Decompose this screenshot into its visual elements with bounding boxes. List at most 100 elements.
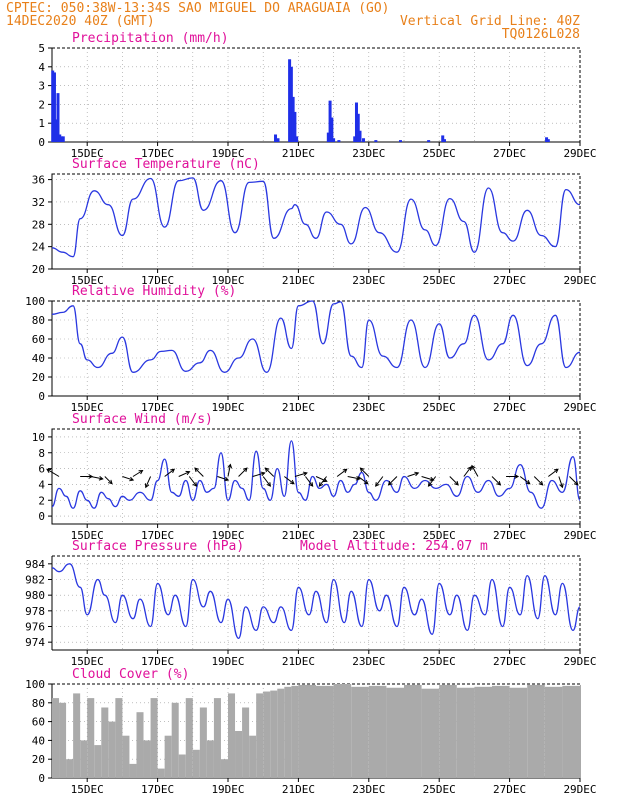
precip-bar [293, 111, 297, 142]
cloud-bar [263, 691, 271, 778]
x-tick-label: 19DEC [211, 147, 244, 160]
y-tick-label: 40 [32, 734, 45, 747]
y-tick-label: 60 [32, 333, 45, 346]
precip-bar [51, 70, 55, 142]
precip-bar [60, 136, 64, 142]
header-model-id: TQ0126L028 [502, 27, 580, 42]
wind-arrow-head [553, 468, 559, 474]
y-tick-label: 976 [25, 621, 45, 634]
precip-bar [291, 96, 295, 142]
wind-arrow [388, 476, 398, 486]
y-tick-label: 20 [32, 263, 45, 276]
precip-bar [289, 66, 293, 142]
y-tick-label: 80 [32, 314, 45, 327]
x-tick-label: 25DEC [423, 401, 456, 414]
wind-arrow-head [414, 471, 420, 477]
y-tick-label: 40 [32, 352, 45, 365]
x-tick-label: 17DEC [141, 529, 174, 542]
cloud-bar [136, 712, 144, 778]
wind-arrow-head [138, 469, 144, 475]
x-tick-label: 19DEC [211, 655, 244, 668]
precip-bar [56, 93, 60, 142]
x-tick-label: 27DEC [493, 401, 526, 414]
y-tick-label: 20 [32, 371, 45, 384]
cloud-bar [249, 735, 257, 778]
precip-bar [546, 139, 550, 142]
wind-arrow-head [170, 468, 176, 474]
cloud-bar [277, 688, 285, 778]
plot-frame [51, 555, 581, 651]
wind-arrow-head [454, 480, 459, 486]
cloud-bar [115, 698, 123, 778]
wind-arrow [178, 471, 190, 477]
wind-arrow [315, 476, 328, 482]
y-tick-label: 28 [32, 218, 45, 231]
x-tick-label: 27DEC [493, 274, 526, 287]
panel-title: Precipitation (mm/h) [72, 31, 229, 46]
panel-title: Surface Pressure (hPa) [72, 539, 244, 554]
x-tick-label: 17DEC [141, 274, 174, 287]
wind-arrow [284, 476, 295, 485]
x-tick-label: 25DEC [423, 655, 456, 668]
panel-title: Surface Wind (m/s) [72, 412, 213, 427]
cloud-bar [580, 684, 581, 778]
precip-bar [362, 138, 366, 142]
wind-arrow-head [538, 480, 544, 486]
header-date: 14DEC2020 40Z (GMT) [6, 14, 155, 29]
x-tick-label: 15DEC [71, 147, 104, 160]
wind-arrow-head [359, 467, 365, 473]
precip-bar [441, 135, 445, 142]
cloud-bar [333, 684, 352, 778]
cloud-bar [562, 685, 580, 778]
panel-annotation: Model Altitude: 254.07 m [300, 539, 488, 554]
wind-arrow-head [242, 467, 248, 473]
panel-2: 20 24 28 32 36 15DEC 17DEC 19DEC 21DEC 23DEC 25DEC… [32, 157, 597, 287]
x-tick-label: 23DEC [352, 783, 385, 796]
y-tick-label: 978 [25, 605, 45, 618]
wind-arrow [519, 476, 531, 485]
wind-arrow [336, 468, 348, 477]
wind-arrow [318, 476, 327, 487]
precip-bar [442, 139, 446, 142]
cloud-bar [185, 698, 193, 778]
wind-arrow [407, 472, 419, 477]
y-tick-label: 0 [38, 390, 45, 403]
y-tick-label: 982 [25, 574, 45, 587]
cloud-bar [192, 749, 200, 778]
x-tick-label: 25DEC [423, 529, 456, 542]
wind-arrow-head [224, 476, 230, 482]
x-tick-label: 19DEC [211, 274, 244, 287]
x-tick-label: 23DEC [352, 147, 385, 160]
y-tick-label: 6 [38, 463, 45, 476]
x-tick-label: 15DEC [71, 401, 104, 414]
cloud-bar [129, 763, 137, 778]
wind-arrow-head [266, 482, 272, 487]
wind-arrow [238, 467, 248, 477]
wind-arrow [305, 476, 314, 487]
panel-5: 974 976 978 980 982 984 15DEC 17DEC 19DEC 21DEC 23… [25, 539, 596, 668]
wind-arrow-head [496, 480, 502, 486]
precip-bar [427, 140, 431, 142]
wind-arrow-head [363, 479, 369, 485]
wind-arrow-head [342, 468, 348, 474]
y-tick-label: 0 [38, 510, 45, 523]
x-tick-label: 29DEC [563, 147, 596, 160]
precip-bar [353, 136, 357, 142]
cloud-bar [108, 721, 116, 778]
cloud-bar [122, 735, 130, 778]
y-tick-label: 60 [32, 716, 45, 729]
wind-arrow-head [302, 471, 308, 477]
cloud-bar [421, 688, 440, 778]
precip-bar [330, 117, 334, 142]
wind-arrow-head [375, 482, 380, 487]
precip-bar [326, 132, 330, 142]
precip-bar [332, 138, 336, 142]
cloud-bar [316, 685, 334, 778]
cloud-bar [143, 740, 151, 778]
x-tick-label: 29DEC [563, 655, 596, 668]
series-line [51, 440, 581, 509]
precip-bar [354, 102, 358, 142]
cloud-bar [439, 684, 457, 778]
cloud-bar [386, 687, 404, 778]
wind-arrow-head [514, 474, 520, 479]
